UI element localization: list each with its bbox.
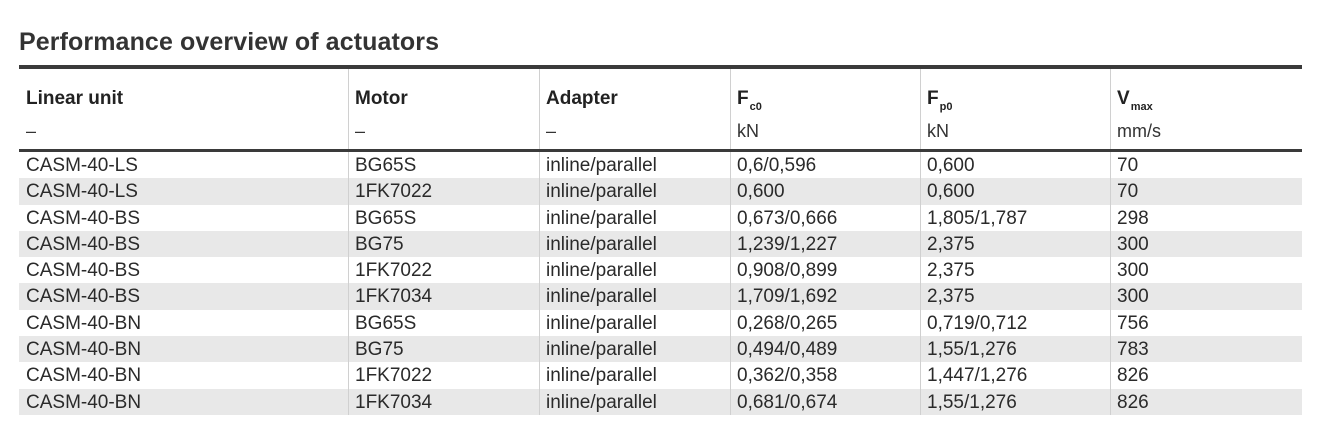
cell-linear-unit: CASM-40-BS	[26, 207, 141, 229]
cell-linear-unit: CASM-40-BN	[26, 339, 142, 361]
cell-linear-unit: CASM-40-BS	[26, 286, 141, 308]
cell-fp0: 1,447/1,276	[927, 365, 1028, 387]
cell-vmax: 70	[1117, 155, 1139, 176]
cell-motor: BG65S	[355, 155, 417, 176]
table-row: CASM-40-BN BG75 inline/parallel 0,494/0,…	[19, 336, 1302, 363]
cell-motor: BG75	[355, 233, 404, 255]
header-linear-unit-unit: –	[26, 121, 37, 141]
header-adapter: Adapter	[546, 88, 618, 109]
cell-fp0: 0,600	[927, 181, 975, 203]
cell-linear-unit: CASM-40-BS	[26, 260, 141, 282]
column-divider	[920, 69, 921, 149]
cell-fp0: 0,600	[927, 155, 975, 176]
table-row: CASM-40-BN 1FK7022 inline/parallel 0,362…	[19, 362, 1302, 388]
cell-fp0: 0,719/0,712	[927, 312, 1028, 334]
cell-fc0: 0,600	[737, 181, 785, 203]
cell-vmax: 783	[1117, 339, 1149, 361]
cell-vmax: 300	[1117, 260, 1149, 282]
header-linear-unit: Linear unit	[26, 88, 124, 109]
cell-vmax: 300	[1117, 233, 1149, 255]
page-title: Performance overview of actuators	[19, 28, 440, 56]
table-row: CASM-40-BS BG65S inline/parallel 0,673/0…	[19, 205, 1302, 231]
cell-adapter: inline/parallel	[546, 365, 657, 387]
cell-fc0: 0,268/0,265	[737, 312, 838, 334]
header-vmax: Vmax	[1117, 88, 1153, 113]
table-header-rule	[19, 149, 1302, 152]
table-row: CASM-40-BN 1FK7034 inline/parallel 0,681…	[19, 388, 1302, 415]
cell-vmax: 826	[1117, 391, 1149, 413]
cell-fc0: 0,494/0,489	[737, 339, 838, 361]
cell-linear-unit: CASM-40-BN	[26, 391, 142, 413]
cell-linear-unit: CASM-40-LS	[26, 181, 138, 203]
column-divider	[1110, 69, 1111, 149]
cell-adapter: inline/parallel	[546, 260, 657, 282]
table-row: CASM-40-LS BG65S inline/parallel 0,6/0,5…	[19, 152, 1302, 178]
column-divider	[1110, 152, 1111, 415]
cell-fp0: 2,375	[927, 286, 975, 308]
cell-motor: 1FK7022	[355, 365, 433, 387]
header-adapter-unit: –	[546, 121, 557, 141]
table-row: CASM-40-LS 1FK7022 inline/parallel 0,600…	[19, 178, 1302, 205]
performance-table: Linear unit – Motor – Adapter – Fc0 kN F…	[19, 65, 1302, 415]
column-divider	[730, 152, 731, 415]
cell-vmax: 298	[1117, 207, 1149, 229]
cell-adapter: inline/parallel	[546, 312, 657, 334]
cell-motor: 1FK7034	[355, 286, 433, 308]
cell-vmax: 70	[1117, 181, 1139, 203]
cell-fc0: 0,6/0,596	[737, 155, 817, 176]
header-vmax-unit: mm/s	[1117, 121, 1161, 141]
cell-fp0: 1,805/1,787	[927, 207, 1028, 229]
cell-fc0: 1,709/1,692	[737, 286, 838, 308]
cell-fp0: 1,55/1,276	[927, 391, 1017, 413]
column-divider	[920, 152, 921, 415]
cell-adapter: inline/parallel	[546, 155, 657, 176]
cell-vmax: 300	[1117, 286, 1149, 308]
column-divider	[539, 69, 540, 149]
table-row: CASM-40-BS 1FK7034 inline/parallel 1,709…	[19, 283, 1302, 310]
cell-linear-unit: CASM-40-LS	[26, 155, 138, 176]
header-fc0: Fc0	[737, 88, 762, 113]
cell-linear-unit: CASM-40-BS	[26, 233, 141, 255]
header-fp0-unit: kN	[927, 121, 949, 141]
cell-adapter: inline/parallel	[546, 339, 657, 361]
column-divider	[348, 69, 349, 149]
cell-motor: BG65S	[355, 312, 417, 334]
cell-adapter: inline/parallel	[546, 233, 657, 255]
cell-vmax: 826	[1117, 365, 1149, 387]
column-divider	[539, 152, 540, 415]
cell-fc0: 0,362/0,358	[737, 365, 838, 387]
cell-vmax: 756	[1117, 312, 1149, 334]
cell-adapter: inline/parallel	[546, 181, 657, 203]
cell-linear-unit: CASM-40-BN	[26, 312, 142, 334]
cell-adapter: inline/parallel	[546, 391, 657, 413]
cell-fc0: 0,673/0,666	[737, 207, 838, 229]
header-fc0-unit: kN	[737, 121, 759, 141]
header-motor-unit: –	[355, 121, 366, 141]
cell-fc0: 0,908/0,899	[737, 260, 838, 282]
cell-motor: 1FK7034	[355, 391, 433, 413]
header-fp0: Fp0	[927, 88, 953, 113]
table-row: CASM-40-BS 1FK7022 inline/parallel 0,908…	[19, 257, 1302, 283]
cell-motor: BG65S	[355, 207, 417, 229]
table-row: CASM-40-BS BG75 inline/parallel 1,239/1,…	[19, 230, 1302, 258]
column-divider	[348, 152, 349, 415]
cell-motor: 1FK7022	[355, 181, 433, 203]
column-divider	[730, 69, 731, 149]
cell-adapter: inline/parallel	[546, 207, 657, 229]
cell-adapter: inline/parallel	[546, 286, 657, 308]
header-motor: Motor	[355, 88, 408, 109]
cell-linear-unit: CASM-40-BN	[26, 365, 142, 387]
cell-fc0: 0,681/0,674	[737, 391, 838, 413]
cell-motor: BG75	[355, 339, 404, 361]
cell-motor: 1FK7022	[355, 260, 433, 282]
cell-fp0: 1,55/1,276	[927, 339, 1017, 361]
table-row: CASM-40-BN BG65S inline/parallel 0,268/0…	[19, 310, 1302, 336]
table-body: CASM-40-LS BG65S inline/parallel 0,6/0,5…	[19, 152, 1302, 415]
cell-fp0: 2,375	[927, 233, 975, 255]
table-top-rule	[19, 65, 1302, 69]
cell-fp0: 2,375	[927, 260, 975, 282]
table-header: Linear unit – Motor – Adapter – Fc0 kN F…	[19, 69, 1302, 149]
cell-fc0: 1,239/1,227	[737, 233, 838, 255]
